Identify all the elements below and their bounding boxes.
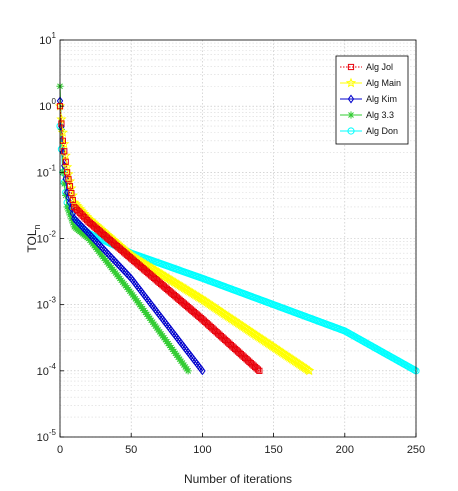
series-alg-main: [54, 100, 315, 376]
data-marker: [254, 366, 262, 373]
series-alg-jol: [56, 103, 263, 374]
data-marker: [347, 127, 355, 135]
legend-label: Alg Jol: [366, 62, 393, 72]
y-axis-label: TOLn: [25, 224, 42, 252]
legend-item: Alg Jol: [340, 62, 393, 72]
y-tick-exponent: -2: [49, 230, 57, 239]
data-marker: [66, 183, 74, 190]
legend: Alg Jol Alg Main Alg Kim Alg 3.3 Alg Don: [335, 55, 409, 145]
y-tick-label: 10-3: [37, 296, 57, 312]
y-tick-base: 10: [37, 234, 49, 246]
data-marker: [58, 120, 65, 127]
legend-item: Alg Don: [340, 126, 398, 136]
data-marker: [62, 174, 69, 184]
legend-label: Alg Kim: [366, 94, 397, 104]
legend-item: Alg Kim: [340, 94, 397, 104]
data-marker: [347, 63, 355, 71]
y-tick-base: 10: [39, 35, 51, 47]
x-tick-label: 50: [125, 444, 137, 456]
y-tick-base: 10: [39, 101, 51, 113]
x-tick-label: 200: [336, 444, 354, 456]
y-tick-exponent: 1: [52, 31, 57, 40]
legend-label: Alg Don: [366, 126, 398, 136]
legend-label: Alg Main: [366, 78, 401, 88]
data-marker: [69, 196, 76, 204]
data-marker: [59, 138, 70, 149]
y-tick-label: 101: [39, 31, 56, 47]
data-marker: [67, 212, 73, 218]
data-marker: [64, 169, 71, 176]
y-tick-exponent: -4: [49, 362, 57, 371]
y-tick-base: 10: [37, 432, 49, 444]
legend-item: Alg Main: [340, 77, 401, 88]
data-marker: [348, 112, 354, 118]
y-tick-label: 10-1: [37, 163, 57, 179]
y-tick-label: 100: [39, 97, 56, 113]
y-axis-label-subscript: n: [32, 224, 42, 229]
data-marker: [68, 189, 75, 197]
y-tick-exponent: -5: [49, 428, 57, 437]
x-axis-label: Number of iterations: [184, 472, 292, 486]
y-tick-label: 10-2: [37, 230, 57, 246]
data-marker: [410, 366, 419, 374]
data-marker: [65, 176, 72, 183]
y-tick-label: 10-5: [37, 428, 57, 444]
y-tick-exponent: 0: [52, 97, 57, 106]
data-marker: [347, 94, 355, 104]
ticks: 0 50 100 150 200 25010-510-410-310-210-110010…: [37, 31, 426, 456]
y-tick-base: 10: [37, 167, 49, 179]
y-tick-base: 10: [37, 300, 49, 312]
series-layer: [54, 82, 420, 376]
x-tick-label: 100: [193, 444, 211, 456]
data-marker: [62, 158, 69, 165]
y-tick-label: 10-4: [37, 362, 57, 378]
y-tick-exponent: -3: [49, 296, 57, 305]
x-tick-label: 150: [264, 444, 282, 456]
data-marker: [61, 148, 68, 155]
data-marker: [185, 367, 192, 374]
x-tick-label: 0: [57, 444, 63, 456]
data-marker: [256, 367, 263, 374]
data-marker: [345, 77, 357, 88]
data-marker: [199, 366, 206, 376]
y-tick-base: 10: [37, 366, 49, 378]
y-axis-label-main: TOL: [25, 229, 39, 252]
legend-box: [335, 55, 409, 145]
y-tick-exponent: -1: [49, 163, 57, 172]
data-marker: [63, 168, 74, 179]
data-marker: [304, 365, 315, 376]
x-tick-label: 250: [407, 444, 425, 456]
legend-item: Alg 3.3: [340, 110, 394, 120]
legend-label: Alg 3.3: [366, 110, 394, 120]
